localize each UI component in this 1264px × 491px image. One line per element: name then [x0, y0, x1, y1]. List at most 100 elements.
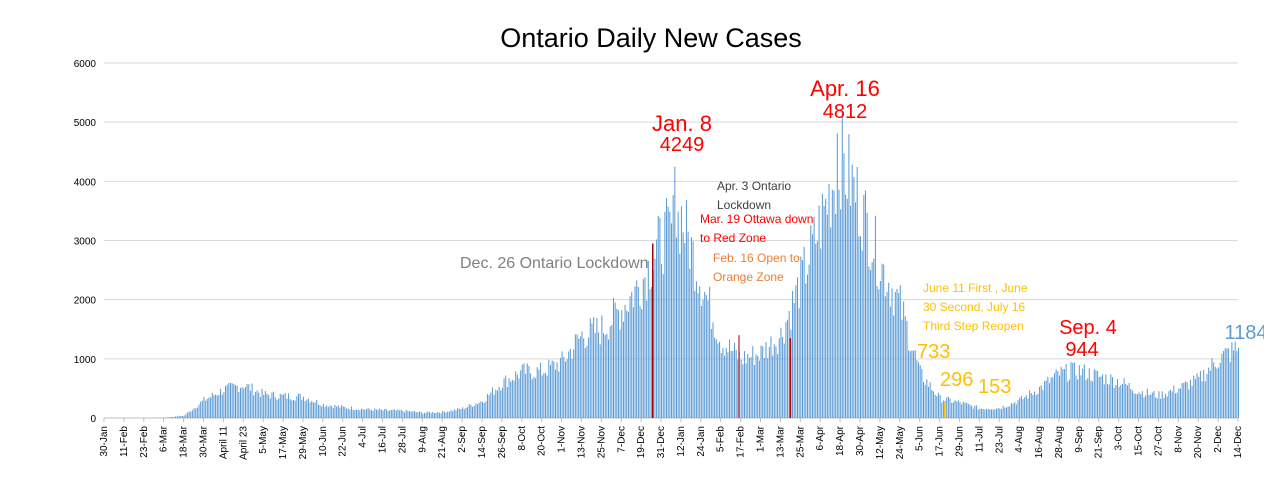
bar	[1118, 386, 1120, 418]
x-tick-label: 23-Jul	[994, 426, 1005, 453]
bar	[312, 402, 314, 418]
x-tick-label: 11-Feb	[119, 426, 130, 457]
bar	[987, 409, 989, 418]
bar	[724, 355, 726, 418]
bar	[904, 316, 906, 418]
bar	[909, 351, 911, 418]
x-tick-label: 13-Mar	[775, 425, 786, 457]
bar	[974, 405, 976, 418]
bar	[442, 411, 444, 418]
annotation-label: June 11 First , June	[923, 281, 1028, 295]
bar	[296, 396, 298, 418]
bar	[684, 243, 686, 418]
bar	[627, 311, 629, 418]
bar	[188, 411, 190, 418]
bar	[644, 277, 646, 418]
bar	[1082, 368, 1084, 418]
bar	[579, 336, 581, 418]
bar	[672, 195, 674, 418]
bar	[254, 391, 256, 418]
bar	[906, 320, 908, 418]
bar	[752, 346, 754, 418]
bar	[994, 409, 996, 418]
bar	[531, 379, 533, 418]
bar	[797, 277, 799, 418]
bar	[1209, 370, 1211, 418]
bar	[370, 409, 372, 418]
bar	[309, 402, 311, 418]
bar	[380, 409, 382, 418]
bar	[1113, 387, 1115, 418]
annotation-label: 944	[1065, 339, 1098, 361]
bar	[176, 416, 178, 418]
bar	[1168, 391, 1170, 418]
bar	[682, 232, 684, 418]
x-tick-label: April 23	[238, 426, 249, 460]
bar	[1153, 390, 1155, 418]
bar	[873, 258, 875, 418]
bar	[861, 250, 863, 418]
bar	[1073, 362, 1075, 418]
bar	[979, 408, 981, 418]
bar	[896, 288, 898, 418]
bar	[593, 317, 595, 418]
bar	[191, 410, 193, 418]
y-tick-label: 1000	[74, 355, 97, 366]
x-tick-label: 21-Sep	[1094, 426, 1105, 459]
bar	[246, 384, 248, 418]
bar	[611, 324, 613, 418]
x-tick-label: 19-Dec	[636, 426, 647, 458]
bar	[629, 296, 631, 418]
bar	[185, 414, 187, 418]
bar	[525, 373, 527, 418]
bar	[657, 215, 659, 418]
bar	[453, 409, 455, 418]
bar	[913, 350, 915, 418]
x-tick-label: 14-Dec	[1233, 426, 1244, 458]
bar	[1057, 371, 1059, 418]
y-tick-label: 3000	[74, 237, 97, 248]
bar	[841, 112, 843, 419]
bar	[218, 394, 220, 418]
bar	[1206, 373, 1208, 418]
bar	[518, 378, 520, 418]
bar	[503, 378, 505, 418]
bar	[495, 389, 497, 418]
bar	[399, 410, 401, 418]
bar	[1002, 405, 1004, 418]
bar	[1146, 388, 1148, 418]
x-tick-label: 14-Sep	[477, 426, 488, 459]
bar	[750, 356, 752, 418]
bar-series	[145, 112, 1240, 419]
bar	[307, 398, 309, 418]
bar	[916, 360, 918, 418]
bar	[646, 300, 648, 418]
bar	[316, 399, 318, 418]
bar	[400, 409, 402, 418]
bar	[543, 373, 545, 418]
annotation-label: Jan. 8	[652, 111, 712, 136]
annotation-label: 296	[940, 369, 973, 391]
bar	[548, 359, 550, 418]
bar	[483, 402, 485, 418]
bar	[737, 359, 739, 418]
bar	[243, 388, 245, 418]
bar	[982, 408, 984, 418]
x-tick-label: 28-Jul	[397, 426, 408, 453]
bar	[1108, 384, 1110, 418]
bar	[1062, 369, 1064, 418]
bar	[347, 408, 349, 418]
bar	[1208, 367, 1210, 418]
bar	[554, 369, 556, 418]
bar	[679, 253, 681, 418]
annotation-label: to Red Zone	[700, 231, 766, 245]
bar	[622, 321, 624, 418]
x-axis: 30-Jan 11-Feb 23-Feb 6-Mar 18-Mar 30-Mar April…	[99, 418, 1244, 460]
bar	[1095, 370, 1097, 418]
bar	[704, 291, 706, 418]
bar	[608, 339, 610, 418]
bar	[428, 412, 430, 418]
bar	[1196, 373, 1198, 418]
bar	[1000, 408, 1002, 418]
bar	[301, 399, 303, 418]
